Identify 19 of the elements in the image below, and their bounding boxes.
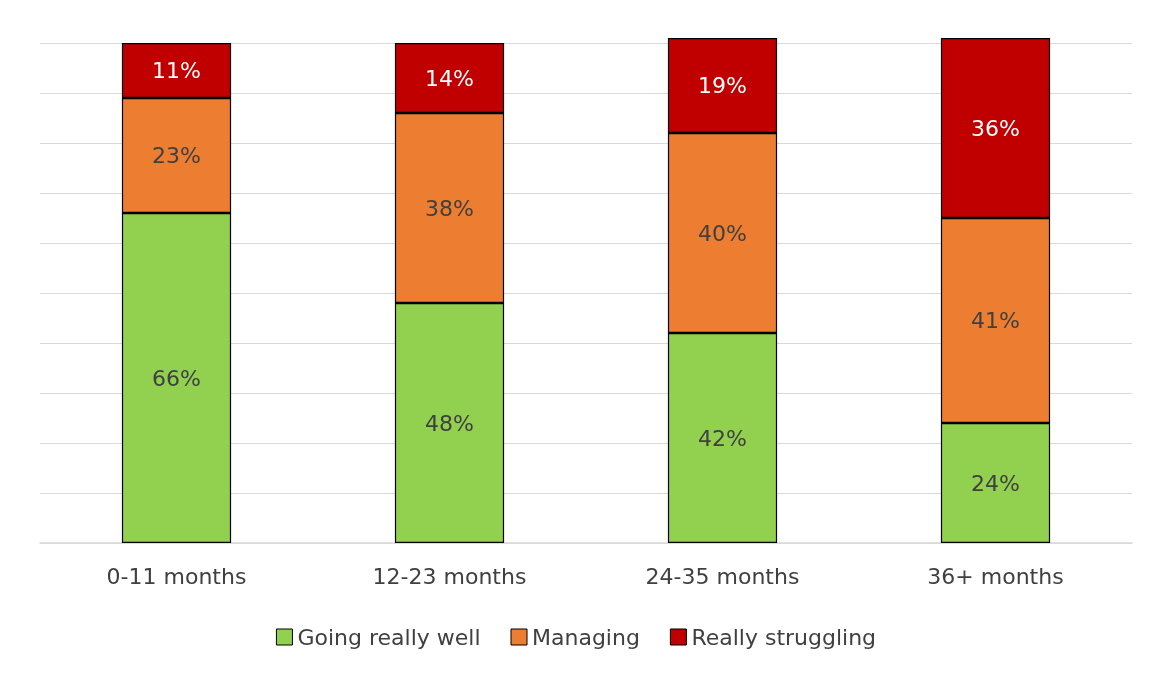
data-label: 11% (152, 58, 201, 83)
x-tick-label: 36+ months (927, 563, 1064, 589)
legend-label: Going really well (297, 624, 481, 650)
data-label: 36% (971, 115, 1020, 141)
data-label: 42% (698, 425, 747, 451)
data-label: 48% (425, 410, 474, 436)
data-label: 38% (425, 195, 474, 221)
data-label: 41% (971, 308, 1020, 333)
x-tick-label: 12-23 months (372, 563, 527, 589)
data-label: 19% (698, 73, 747, 98)
data-label: 14% (425, 65, 474, 91)
legend-label: Managing (532, 624, 640, 650)
data-label: 23% (152, 143, 201, 168)
data-label: 66% (152, 365, 201, 391)
data-label: 40% (698, 220, 747, 246)
x-tick-label: 0-11 months (106, 563, 247, 589)
data-label: 24% (971, 470, 1020, 496)
legend-label: Really struggling (691, 624, 877, 650)
x-tick-label: 24-35 months (645, 563, 800, 589)
